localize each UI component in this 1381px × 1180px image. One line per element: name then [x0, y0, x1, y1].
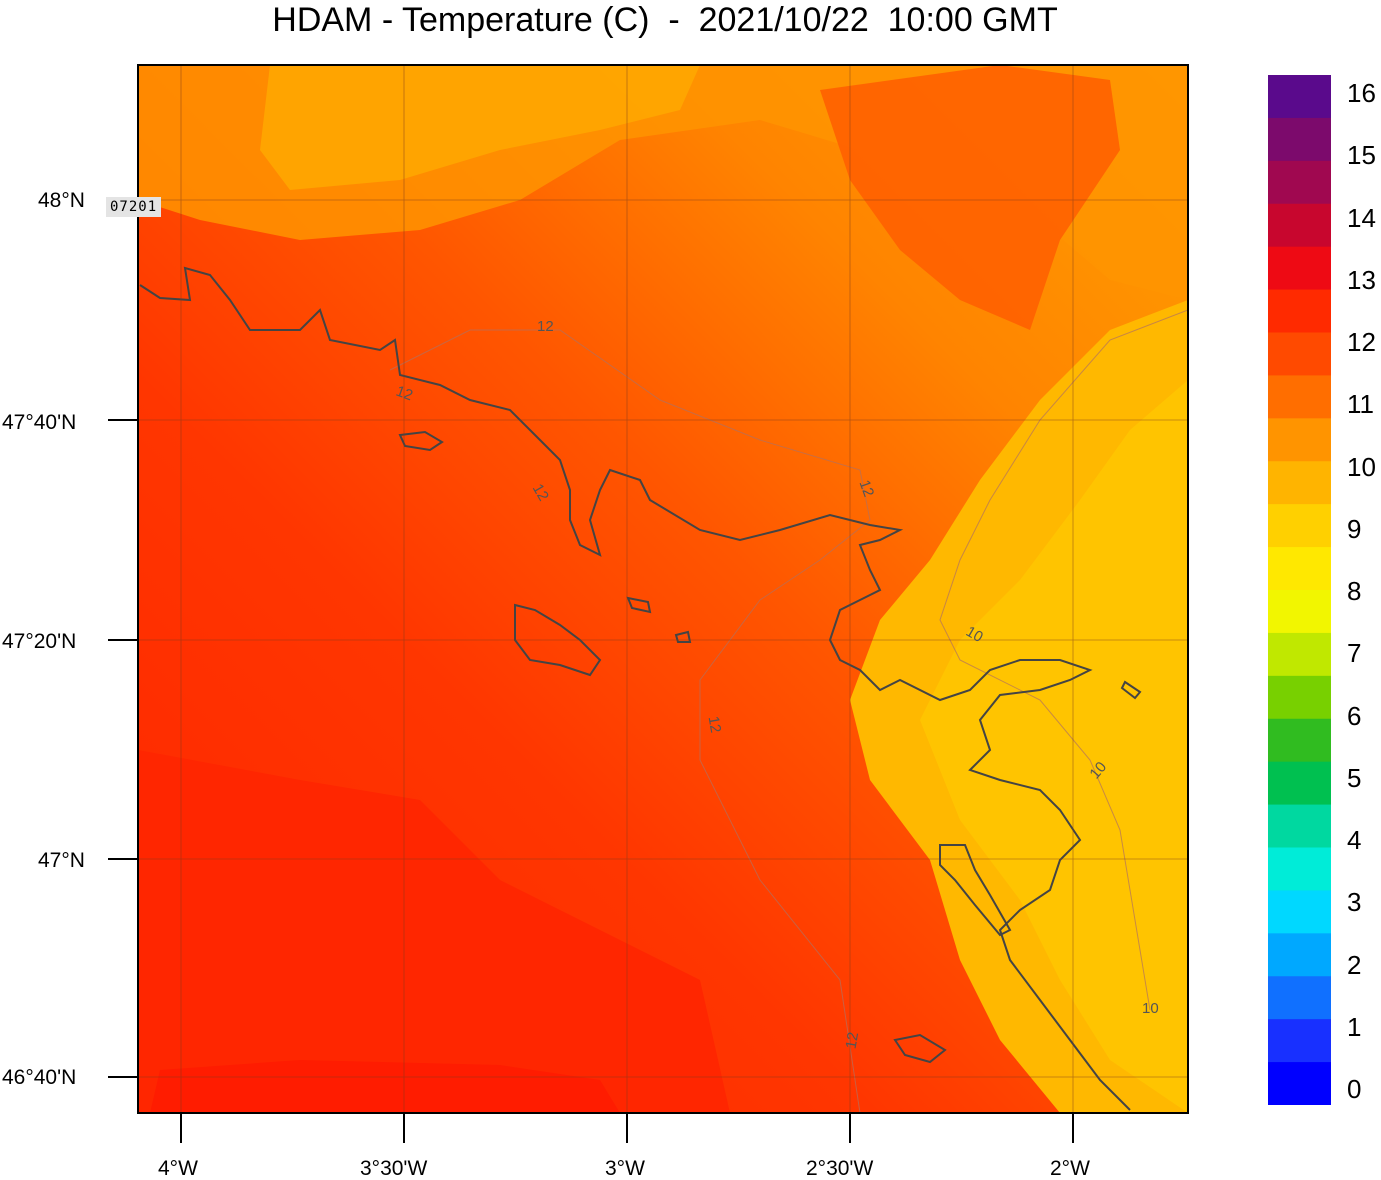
colorbar-segment: [1268, 890, 1331, 934]
lat-label-46-40n: 46°40'N: [2, 1066, 77, 1089]
colorbar-label: 8: [1347, 576, 1362, 606]
colorbar-segment: [1268, 804, 1331, 849]
map-title: HDAM - Temperature (C) - 2021/10/22 10:0…: [272, 1, 1058, 39]
contour-label: 12: [842, 1030, 863, 1051]
colorbar-segment: [1268, 933, 1331, 977]
contour-line-12: [389, 329, 871, 1113]
temperature-region-13: [138, 750, 730, 1113]
colorbar-segment: [1268, 675, 1331, 720]
lon-label-2w: 2°W: [1050, 1157, 1090, 1180]
colorbar-segment: [1268, 1062, 1331, 1105]
colorbar-label: 13: [1347, 264, 1376, 295]
colorbar-label: 0: [1347, 1074, 1362, 1104]
colorbar-label: 15: [1347, 140, 1376, 171]
colorbar-segment: [1268, 203, 1331, 248]
colorbar-label: 10: [1347, 451, 1376, 482]
colorbar-segment: [1268, 332, 1331, 377]
colorbar-label: 1: [1347, 1011, 1362, 1042]
colorbar-label: 11: [1347, 389, 1374, 420]
gridlines: [138, 65, 1188, 1113]
colorbar-label: 6: [1347, 700, 1362, 731]
colorbar-label: 12: [1347, 327, 1376, 357]
colorbar-label: 7: [1347, 638, 1362, 669]
colorbar-segment: [1268, 976, 1331, 1020]
coastline: [139, 266, 1131, 1111]
colorbar-label: 4: [1347, 825, 1362, 855]
colorbar-segment: [1268, 547, 1331, 591]
colorbar-label: 14: [1347, 202, 1376, 233]
colorbar-segment: [1268, 117, 1331, 162]
temperature-region-east-coolest: [920, 380, 1188, 1113]
colorbar-segment: [1268, 289, 1331, 334]
colorbar-label: 9: [1347, 513, 1362, 544]
colorbar-segment: [1268, 590, 1331, 634]
lat-label-47-40n: 47°40'N: [2, 411, 77, 434]
colorbar-segment: [1268, 160, 1331, 205]
station-label: 07201: [106, 197, 162, 217]
colorbar-segment: [1268, 1019, 1331, 1063]
lat-label-47-20n: 47°20'N: [2, 630, 77, 653]
contour-label: 10: [1142, 1000, 1159, 1017]
colorbar-segment: [1268, 461, 1331, 505]
island-houat: [626, 596, 652, 614]
lat-label-48n: 48°N: [38, 189, 85, 212]
temperature-region-13-5: [150, 1060, 620, 1113]
colorbar-label: 3: [1347, 887, 1362, 918]
island-lake: [1120, 680, 1142, 700]
island-yeu: [893, 1033, 947, 1064]
colorbar-segment: [1268, 75, 1331, 119]
island-belle-ile: [514, 603, 602, 677]
colorbar-segment: [1268, 504, 1331, 548]
lon-label-3-30w: 3°30'W: [360, 1157, 428, 1180]
lat-label-47n: 47°N: [38, 849, 85, 872]
colorbar-label: 5: [1347, 762, 1362, 793]
contour-label: 12: [537, 318, 554, 335]
colorbar-label: 2: [1347, 949, 1362, 980]
colorbar-segment: [1268, 246, 1331, 291]
colorbar-segment: [1268, 375, 1331, 419]
colorbar-segment: [1268, 632, 1331, 677]
lon-label-3w: 3°W: [605, 1157, 645, 1180]
lon-label-2-30w: 2°30'W: [806, 1157, 874, 1180]
island-noirmoutier: [939, 844, 1012, 937]
colorbar-label: 16: [1347, 78, 1376, 108]
temperature-region-12-north: [820, 65, 1120, 330]
colorbar-segment: [1268, 418, 1331, 462]
map-frame: [137, 64, 1189, 1114]
contour-label: 12: [704, 714, 725, 735]
temperature-region-10: [260, 65, 700, 190]
colorbar-segment: [1268, 847, 1331, 892]
colorbar-segment: [1268, 761, 1331, 806]
temperature-colorbar: [1268, 75, 1331, 1105]
lon-label-4w: 4°W: [158, 1157, 198, 1180]
colorbar-segment: [1268, 718, 1331, 763]
